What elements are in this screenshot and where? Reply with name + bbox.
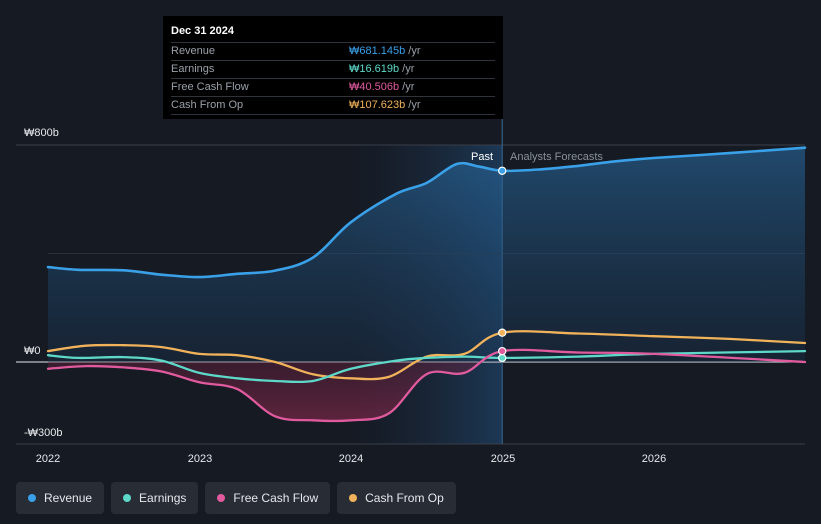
tooltip-name: Cash From Op	[171, 99, 244, 111]
y-tick-label-zero: ₩0	[24, 345, 41, 357]
tooltip-row-cash-from-op: Cash From Op ₩107.623b /yr	[171, 96, 495, 115]
forecast-label: Analysts Forecasts	[510, 151, 603, 163]
earnings-line	[46, 349, 807, 384]
x-tick-label-2023: 2023	[188, 453, 212, 465]
hover-tooltip: Dec 31 2024 Revenue ₩681.145b /yr Earnin…	[163, 16, 503, 119]
past-label: Past	[471, 151, 493, 163]
x-tick-label-2025: 2025	[491, 453, 515, 465]
chart-legend: Revenue Earnings Free Cash Flow Cash Fro…	[16, 482, 456, 514]
legend-dot-icon	[349, 494, 358, 502]
legend-item-revenue[interactable]: Revenue	[16, 482, 105, 514]
tooltip-row-earnings: Earnings ₩16.619b /yr	[171, 60, 495, 78]
x-tick-label-2022: 2022	[36, 453, 60, 465]
legend-dot-icon	[217, 494, 226, 502]
x-tick-label-2024: 2024	[339, 453, 363, 465]
tooltip-value: ₩16.619b	[349, 63, 400, 75]
y-tick-label-min: -₩300b	[24, 427, 63, 439]
tooltip-value: ₩107.623b	[349, 99, 406, 111]
tooltip-value: ₩40.506b	[349, 81, 400, 93]
revenue-line	[46, 146, 807, 279]
tooltip-unit: /yr	[408, 45, 421, 57]
earnings-marker	[498, 353, 507, 363]
tooltip-unit: /yr	[402, 63, 415, 75]
legend-item-earnings[interactable]: Earnings	[111, 482, 199, 514]
tooltip-name: Revenue	[171, 45, 216, 57]
revenue-marker	[498, 166, 507, 175]
x-tick-label-2026: 2026	[642, 453, 666, 465]
revenue-area	[48, 147, 805, 362]
tooltip-row-revenue: Revenue ₩681.145b /yr	[171, 42, 495, 60]
legend-label: Revenue	[44, 491, 93, 505]
legend-dot-icon	[123, 494, 132, 502]
legend-label: Cash From Op	[365, 491, 444, 505]
legend-dot-icon	[28, 494, 36, 502]
cash-from-op-marker	[498, 328, 507, 337]
tooltip-name: Free Cash Flow	[171, 81, 249, 93]
tooltip-value: ₩681.145b	[349, 45, 406, 57]
tooltip-date: Dec 31 2024	[171, 25, 234, 37]
tooltip-name: Earnings	[171, 63, 215, 75]
tooltip-row-free-cash-flow: Free Cash Flow ₩40.506b /yr	[171, 78, 495, 96]
legend-label: Earnings	[139, 491, 187, 505]
free-cash-flow-negative-area	[48, 362, 805, 421]
legend-item-free-cash-flow[interactable]: Free Cash Flow	[205, 482, 331, 514]
cash-from-op-line	[46, 330, 807, 381]
free-cash-flow-marker	[498, 346, 507, 356]
legend-label: Free Cash Flow	[233, 491, 319, 505]
free-cash-flow-line	[46, 348, 807, 423]
y-tick-label-max: ₩800b	[24, 127, 59, 139]
tooltip-unit: /yr	[402, 81, 415, 93]
legend-item-cash-from-op[interactable]: Cash From Op	[337, 482, 456, 514]
tooltip-unit: /yr	[408, 99, 421, 111]
